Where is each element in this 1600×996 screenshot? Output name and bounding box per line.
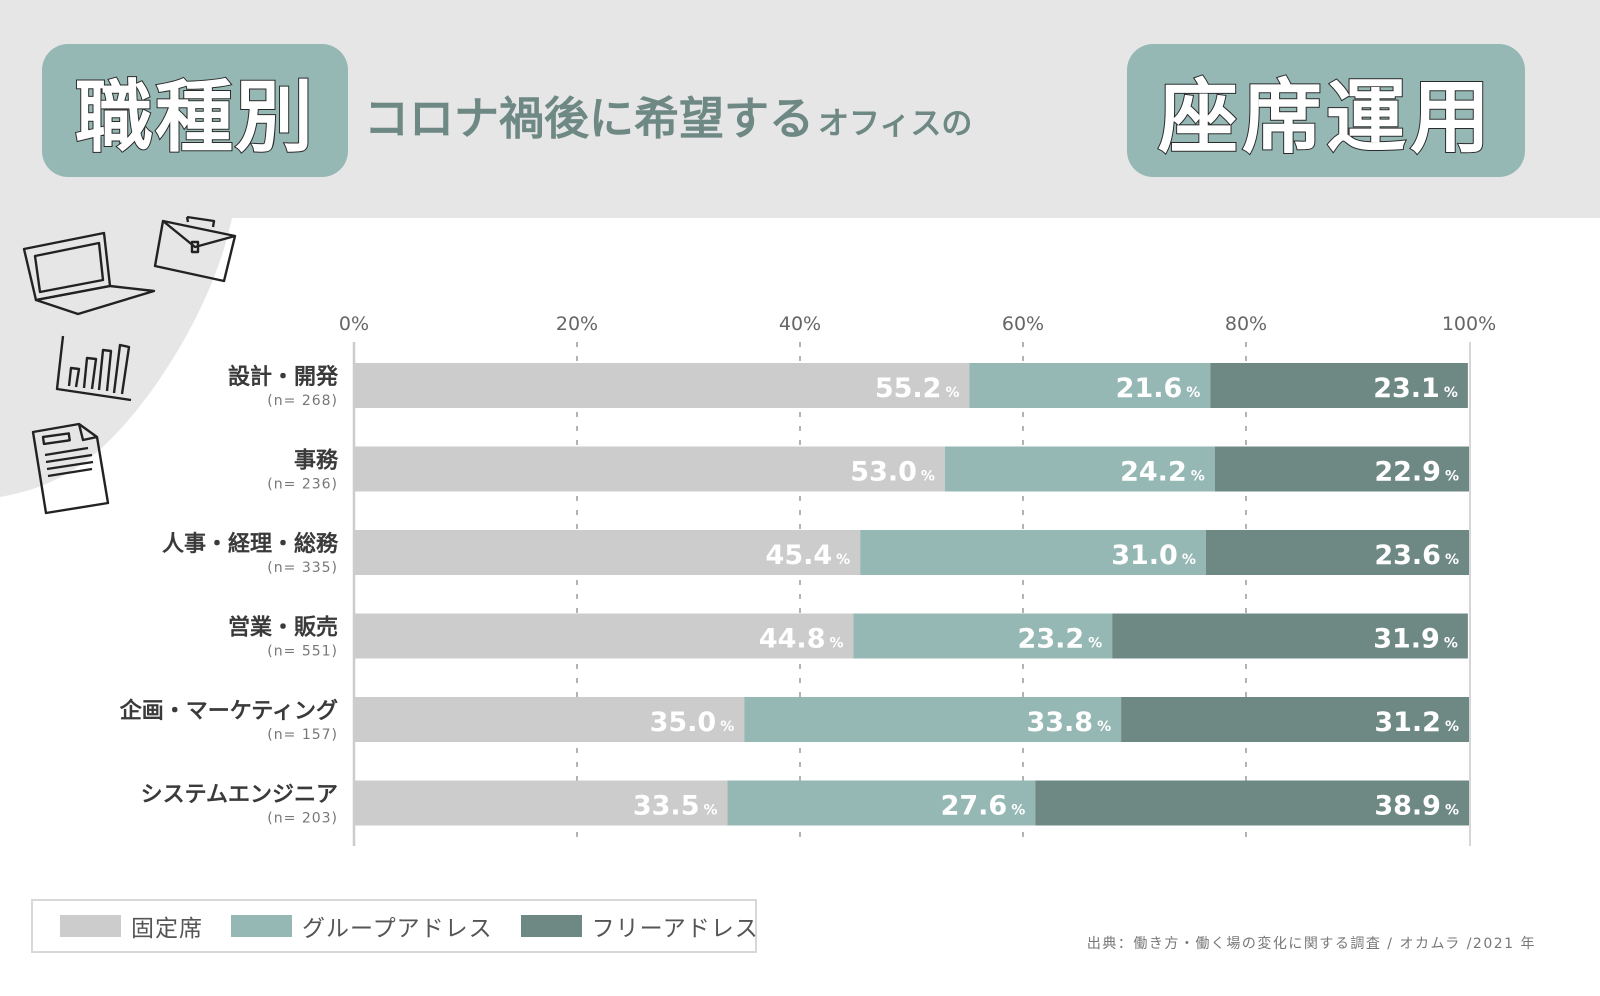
x-tick-label: 20% — [556, 313, 598, 335]
data-label: 31.0% — [1111, 540, 1196, 571]
x-tick-label: 80% — [1225, 313, 1267, 335]
category-label: 事務 — [294, 448, 339, 474]
bar-segment — [1214, 446, 1469, 492]
legend-item-fixed: 固定席 — [60, 909, 203, 943]
bar-segment — [354, 697, 745, 742]
title-badge-job-type-text: 職種別 — [74, 72, 315, 164]
legend-label-fixed: 固定席 — [131, 916, 203, 942]
legend-item-free: フリーアドレス — [520, 909, 759, 943]
category-label: 営業・販売 — [228, 615, 338, 641]
data-label: 33.8% — [1026, 707, 1111, 738]
data-label: 23.2% — [1018, 624, 1103, 655]
bar-segment — [1112, 613, 1468, 659]
bar-segment — [354, 613, 854, 659]
category-label: 設計・開発 — [228, 364, 339, 390]
x-tick-label: 60% — [1002, 313, 1044, 335]
bar-segment — [853, 613, 1113, 659]
title-badge-seating: 座席運用 — [1127, 44, 1525, 177]
bar-segment — [1035, 780, 1469, 826]
bar-segment — [1210, 363, 1468, 408]
data-label: 31.9% — [1373, 624, 1458, 655]
bar-segment — [354, 363, 970, 408]
category-label: システムエンジニア — [141, 783, 338, 808]
data-label: 21.6% — [1116, 373, 1201, 404]
category-label: 企画・マーケティング — [119, 698, 338, 724]
bar-segment — [727, 780, 1036, 826]
legend-item-group: グループアドレス — [231, 909, 493, 943]
data-label: 31.2% — [1374, 707, 1459, 738]
bar-segment — [1121, 697, 1469, 742]
decorative-icons — [22, 215, 237, 515]
data-label: 55.2% — [875, 373, 960, 404]
category-label: 人事・経理・総務 — [162, 531, 339, 557]
subtitle-small-text: オフィスの — [818, 106, 973, 142]
category-n-label: (n= 551) — [267, 644, 338, 660]
subtitle-main-text: コロナ禍後に希望する — [364, 92, 815, 145]
legend-swatch-free — [520, 915, 582, 937]
legend-label-free: フリーアドレス — [591, 916, 759, 942]
data-label: 53.0% — [850, 457, 935, 488]
data-label: 24.2% — [1120, 457, 1205, 488]
data-label: 23.1% — [1373, 373, 1458, 404]
data-label: 38.9% — [1374, 791, 1459, 822]
bar-segment — [1205, 530, 1469, 575]
title-badge-job-type: 職種別 — [42, 44, 348, 177]
bar-segment — [354, 446, 945, 492]
x-tick-label: 40% — [779, 313, 821, 335]
category-n-label: (n= 203) — [267, 811, 338, 827]
data-label: 27.6% — [941, 791, 1026, 822]
chart-legend: 固定席 グループアドレス フリーアドレス — [31, 899, 759, 953]
data-label: 23.6% — [1374, 540, 1459, 571]
data-label: 45.4% — [766, 540, 851, 571]
bar-segment — [969, 363, 1211, 408]
legend-swatch-group — [231, 915, 292, 937]
bar-segment — [744, 697, 1122, 742]
data-label: 33.5% — [633, 791, 718, 822]
x-tick-label: 100% — [1442, 313, 1496, 335]
data-label: 22.9% — [1374, 457, 1459, 488]
category-n-label: (n= 335) — [267, 560, 338, 576]
briefcase-icon — [153, 215, 237, 283]
data-label: 35.0% — [650, 707, 735, 738]
source-citation: 出典：働き方・働く場の変化に関する調査 / オカムラ /2021 年 — [1086, 936, 1536, 952]
bar-segment — [354, 530, 861, 575]
legend-swatch-fixed — [60, 915, 121, 937]
title-badge-seating-text: 座席運用 — [1157, 70, 1494, 165]
bar-segment — [860, 530, 1206, 575]
data-label: 44.8% — [759, 624, 844, 655]
bar-segment — [354, 780, 728, 826]
bar-segment — [944, 446, 1215, 492]
legend-label-group: グループアドレス — [302, 916, 493, 942]
category-n-label: (n= 268) — [267, 393, 338, 409]
laptop-icon — [22, 231, 156, 316]
document-icon — [31, 422, 110, 515]
category-n-label: (n= 236) — [267, 477, 338, 493]
category-n-label: (n= 157) — [267, 727, 338, 743]
page-subtitle: コロナ禍後に希望する オフィスの — [364, 82, 972, 152]
bar-chart-icon — [55, 335, 132, 402]
x-tick-label: 0% — [339, 313, 369, 335]
